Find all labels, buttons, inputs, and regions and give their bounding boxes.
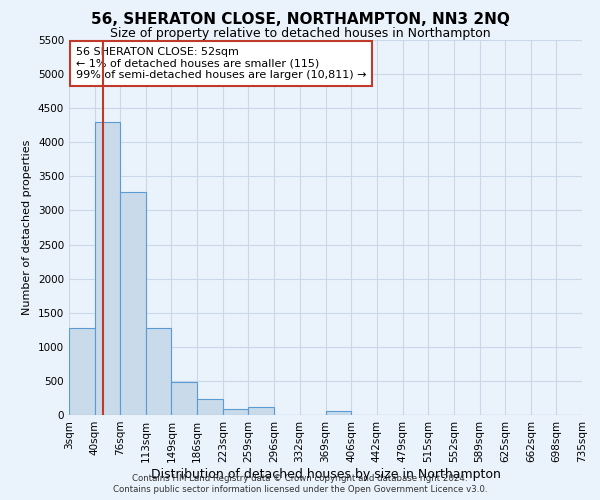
Bar — [325, 411, 352, 415]
Text: Contains HM Land Registry data © Crown copyright and database right 2024.
Contai: Contains HM Land Registry data © Crown c… — [113, 474, 487, 494]
Bar — [95, 122, 120, 415]
Text: Size of property relative to detached houses in Northampton: Size of property relative to detached ho… — [110, 28, 490, 40]
Bar — [120, 192, 146, 415]
Text: 56, SHERATON CLOSE, NORTHAMPTON, NN3 2NQ: 56, SHERATON CLOSE, NORTHAMPTON, NN3 2NQ — [91, 12, 509, 28]
Bar — [69, 328, 95, 415]
X-axis label: Distribution of detached houses by size in Northampton: Distribution of detached houses by size … — [151, 468, 500, 480]
Bar — [146, 328, 172, 415]
Bar — [172, 382, 197, 415]
Bar — [197, 400, 223, 415]
Text: 56 SHERATON CLOSE: 52sqm
← 1% of detached houses are smaller (115)
99% of semi-d: 56 SHERATON CLOSE: 52sqm ← 1% of detache… — [76, 47, 367, 80]
Bar — [248, 407, 274, 415]
Bar — [223, 409, 248, 415]
Y-axis label: Number of detached properties: Number of detached properties — [22, 140, 32, 315]
